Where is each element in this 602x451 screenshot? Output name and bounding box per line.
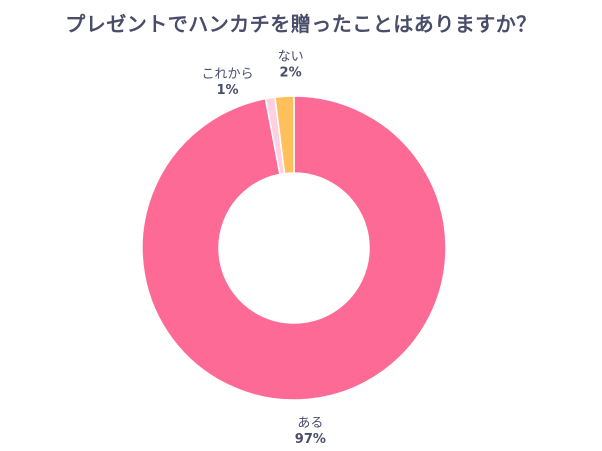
slice-label-value-1: 97% [295,432,326,447]
chart-title: プレゼントでハンカチを贈ったことはありますか？ [65,12,537,36]
slice-1 [141,95,447,401]
slice-label-name-3: ない [278,49,304,64]
slice-label-value-3: 2% [280,65,302,80]
slice-label-name-2: これから [202,67,254,82]
slice-3 [274,95,295,175]
slice-label-name-1: ある [297,416,323,431]
slice-label-value-2: 1% [216,83,238,98]
donut-slices [141,95,447,401]
